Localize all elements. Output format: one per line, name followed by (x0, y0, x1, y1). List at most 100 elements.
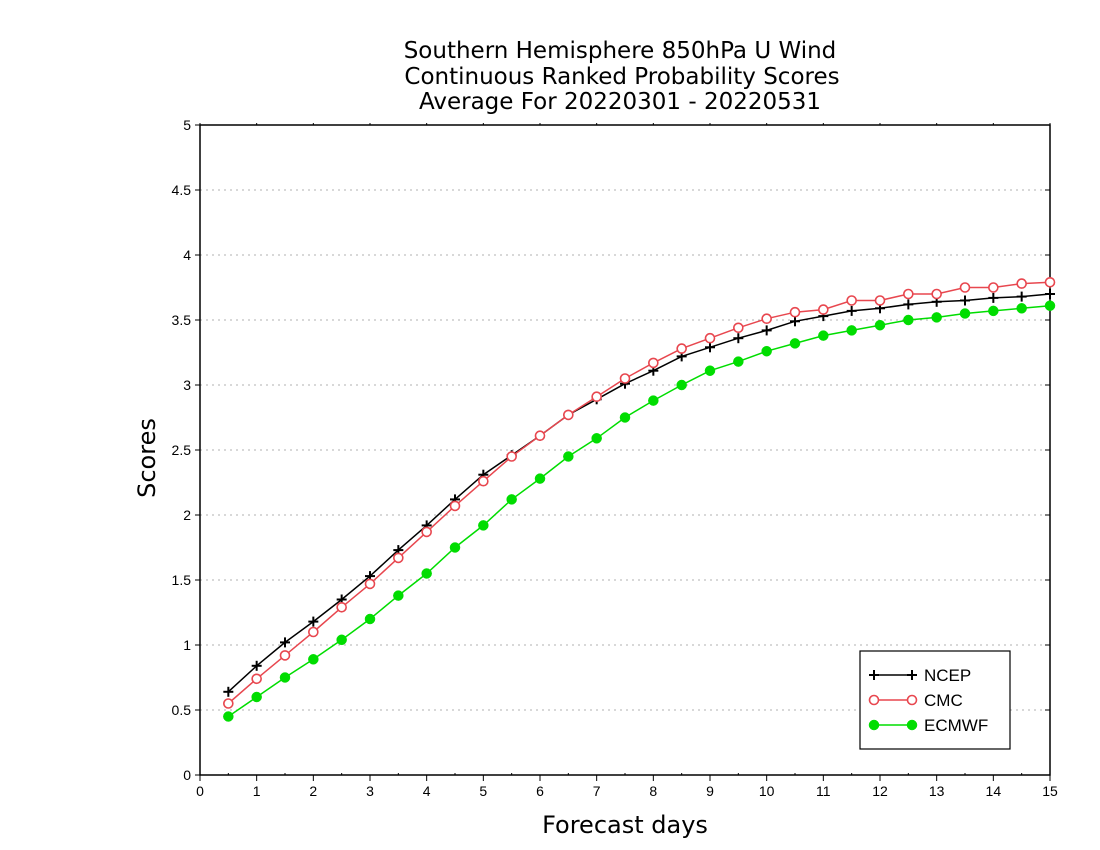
x-tick-label: 6 (536, 783, 544, 799)
x-tick-label: 11 (816, 783, 831, 799)
legend-item-ncep: NCEP (869, 666, 971, 685)
x-tick-label: 8 (649, 783, 657, 799)
legend-label: NCEP (924, 666, 971, 685)
title-line-1: Southern Hemisphere 850hPa U Wind (404, 38, 837, 64)
ecmwf-point (563, 451, 574, 462)
cmc-point (478, 475, 489, 487)
cmc-point (988, 282, 999, 293)
ecmwf-point (988, 305, 999, 317)
ncep-point (705, 342, 715, 353)
ecmwf-point (761, 345, 772, 357)
cmc-line (227, 281, 1051, 705)
ncep-point (988, 292, 999, 303)
cmc-point (563, 409, 574, 421)
axis-ticks (195, 123, 1051, 781)
ncep-point (733, 333, 744, 344)
legend-label: CMC (924, 691, 963, 710)
x-tick-label: 15 (1042, 783, 1058, 799)
legend: NCEP CMC ECMWF (859, 650, 1011, 750)
ecmwf-point (874, 319, 886, 331)
cmc-point (676, 343, 687, 354)
y-tick-label: 2 (183, 507, 191, 523)
cmc-point (648, 357, 659, 369)
grid-lines (200, 189, 1050, 711)
x-tick-label: 14 (986, 783, 1002, 799)
cmc-point (364, 578, 376, 590)
x-tick-label: 4 (423, 783, 431, 799)
cmc-point (868, 694, 880, 706)
ecmwf-point (336, 634, 347, 646)
x-tick-labels: 0 1 2 3 4 5 6 7 8 9 10 11 12 13 14 15 (196, 783, 1058, 799)
ecmwf-point (676, 379, 687, 391)
cmc-point (421, 526, 432, 538)
cmc-point (789, 306, 801, 318)
ecmwf-point (449, 542, 461, 553)
ncep-point (790, 316, 800, 327)
cmc-point (619, 373, 631, 384)
x-tick-label: 10 (759, 783, 775, 799)
ncep-point (1045, 289, 1055, 299)
ecmwf-point (648, 395, 659, 406)
ecmwf-point (506, 494, 517, 505)
cmc-point (733, 322, 744, 334)
ecmwf-point (789, 338, 801, 349)
ncep-point (1016, 291, 1027, 302)
cmc-point (308, 626, 319, 638)
ncep-point (907, 670, 917, 680)
x-tick-label: 13 (929, 783, 945, 799)
ecmwf-point (223, 711, 234, 722)
y-tick-label: 1.5 (172, 572, 192, 588)
ecmwf-point (393, 590, 404, 601)
ecmwf-point (279, 672, 291, 683)
cmc-point (761, 313, 772, 325)
cmc-point (959, 282, 971, 293)
cmc-point (449, 500, 461, 512)
ecmwf-point (534, 473, 546, 484)
cmc-point (223, 698, 234, 709)
x-tick-label: 0 (196, 783, 204, 799)
x-tick-label: 5 (479, 783, 487, 799)
y-axis-label: Scores (133, 418, 161, 498)
ecmwf-point (251, 691, 262, 703)
ecmwf-point (906, 719, 918, 731)
ncep-point (223, 686, 234, 697)
cmc-point (931, 288, 942, 300)
ncep-point (251, 660, 262, 671)
y-tick-label: 4.5 (172, 182, 192, 198)
cmc-point (1044, 276, 1056, 288)
y-tick-label: 3 (183, 377, 191, 393)
cmc-point (818, 304, 829, 315)
y-tick-label: 0 (183, 767, 191, 783)
legend-item-ecmwf: ECMWF (868, 716, 988, 735)
cmc-point (393, 552, 404, 564)
x-tick-label: 3 (366, 783, 374, 799)
y-tick-labels: 0 0.5 1 1.5 2 2.5 3 3.5 4 4.5 5 (172, 117, 192, 783)
ncep-point (846, 305, 857, 316)
ecmwf-point (619, 412, 631, 423)
ncep-point (308, 616, 319, 627)
ecmwf-point (421, 568, 432, 579)
y-tick-label: 1 (183, 637, 191, 653)
series-cmc (223, 276, 1056, 709)
ncep-point (869, 670, 879, 680)
series-layer (223, 276, 1056, 722)
ecmwf-point (846, 325, 857, 336)
cmc-point (251, 673, 262, 685)
ecmwf-point (364, 613, 376, 625)
legend-label: ECMWF (924, 716, 988, 735)
title-line-2: Continuous Ranked Probability Scores (404, 64, 839, 90)
y-tick-label: 2.5 (172, 442, 192, 458)
ecmwf-point (903, 314, 914, 326)
ecmwf-point (704, 365, 716, 376)
cmc-point (534, 430, 546, 442)
ecmwf-point (959, 308, 971, 319)
chart-title: Southern Hemisphere 850hPa U Wind Contin… (404, 38, 840, 115)
ncep-point (903, 299, 914, 310)
y-tick-label: 4 (183, 247, 191, 263)
ecmwf-point (868, 719, 880, 731)
cmc-point (1016, 278, 1027, 289)
x-axis-label: Forecast days (542, 811, 708, 839)
ecmwf-point (1016, 303, 1027, 314)
x-tick-label: 2 (309, 783, 317, 799)
